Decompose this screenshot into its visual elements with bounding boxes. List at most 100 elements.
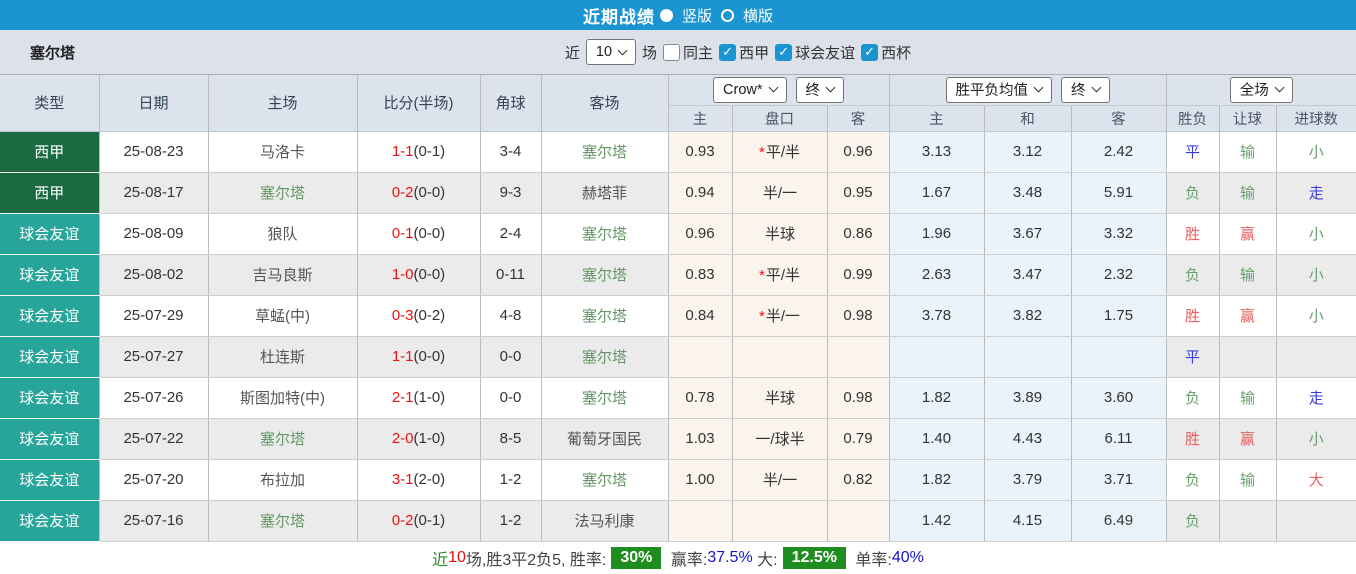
league-type-badge: 球会友谊 <box>0 295 100 337</box>
result-handicap <box>1219 500 1277 542</box>
match-date: 25-07-22 <box>99 418 209 460</box>
filter-checkbox[interactable]: 同主 <box>663 42 713 63</box>
horizontal-layout-radio[interactable] <box>721 8 734 22</box>
home-team: 塞尔塔 <box>208 500 358 542</box>
subheader-avg-draw: 和 <box>984 105 1072 132</box>
result-handicap: 输 <box>1219 254 1277 296</box>
footer-segment: 近 <box>432 552 449 569</box>
corners-value: 0-0 <box>480 336 542 378</box>
avg-stage-select[interactable]: 终 <box>1061 76 1110 103</box>
subheader-avg-away: 客 <box>1071 105 1167 132</box>
handicap-away-odds: 0.96 <box>827 131 890 173</box>
handicap-line: 半/一 <box>732 459 828 501</box>
checkbox-icon[interactable]: ✓ <box>775 43 793 61</box>
subheader-handicap-result: 让球 <box>1219 105 1277 132</box>
fulltime-score: 3-1 <box>391 471 414 488</box>
handicap-away-odds: 0.95 <box>827 172 890 214</box>
filter-checkbox-label: 西杯 <box>881 44 912 62</box>
score-cell: 0-2(0-1) <box>357 500 481 542</box>
fulltime-score: 2-1 <box>391 389 414 406</box>
score-cell: 3-1(2-0) <box>357 459 481 501</box>
odds-stage-select[interactable]: 终 <box>795 76 844 103</box>
league-type-badge: 球会友谊 <box>0 213 100 255</box>
score-cell: 1-1(0-1) <box>357 131 481 173</box>
checkbox-icon[interactable]: ✓ <box>861 43 879 61</box>
col-header-away: 客场 <box>541 75 669 132</box>
result-goals: 小 <box>1276 418 1356 460</box>
match-date: 25-08-09 <box>99 213 209 255</box>
score-cell: 1-1(0-0) <box>357 336 481 378</box>
match-row: 球会友谊 25-07-20 布拉加 3-1(2-0) 1-2 塞尔塔 1.00 … <box>0 459 1356 501</box>
halftime-score: (1-0) <box>413 389 446 406</box>
corners-value: 9-3 <box>480 172 542 214</box>
odds-stage-value: 终 <box>805 83 821 100</box>
check-icon: ✓ <box>864 44 876 59</box>
home-team: 塞尔塔 <box>208 172 358 214</box>
odds-company-select[interactable]: Crow* <box>713 76 787 103</box>
col-header-date: 日期 <box>99 75 209 132</box>
handicap-away-odds: 0.98 <box>827 377 890 419</box>
result-handicap: 输 <box>1219 131 1277 173</box>
vertical-layout-radio[interactable] <box>659 8 673 22</box>
handicap-line: 半/一 <box>732 172 828 214</box>
filter-checkbox[interactable]: ✓ 西杯 <box>861 42 911 63</box>
avg-away-odds: 1.75 <box>1071 295 1167 337</box>
avg-away-odds: 3.32 <box>1071 213 1167 255</box>
result-handicap: 赢 <box>1219 418 1277 460</box>
handicap-line <box>732 336 828 378</box>
result-handicap <box>1219 336 1277 378</box>
score-cell: 2-0(1-0) <box>357 418 481 460</box>
halftime-score: (0-0) <box>413 348 446 365</box>
avg-draw-odds: 3.79 <box>984 459 1072 501</box>
result-outcome: 胜 <box>1166 213 1220 255</box>
home-team: 狼队 <box>208 213 358 255</box>
vertical-layout-label[interactable]: 竖版 <box>681 7 712 25</box>
match-count-value: 10 <box>595 44 613 60</box>
handicap-away-odds: 0.79 <box>827 418 890 460</box>
match-row: 球会友谊 25-07-27 杜连斯 1-1(0-0) 0-0 塞尔塔 平 <box>0 336 1356 378</box>
result-goals <box>1276 500 1356 542</box>
result-goals <box>1276 336 1356 378</box>
match-date: 25-07-20 <box>99 459 209 501</box>
avg-home-odds: 1.82 <box>889 459 985 501</box>
page-title: 近期战绩 <box>582 7 655 27</box>
footer-segment: 30% <box>611 547 662 569</box>
score-cell: 0-1(0-0) <box>357 213 481 255</box>
fulltime-score: 0-1 <box>391 225 414 242</box>
match-date: 25-08-17 <box>99 172 209 214</box>
avg-home-odds: 3.13 <box>889 131 985 173</box>
score-cell: 2-1(1-0) <box>357 377 481 419</box>
fulltime-score: 0-2 <box>391 184 414 201</box>
match-row: 西甲 25-08-17 塞尔塔 0-2(0-0) 9-3 赫塔菲 0.94 半/… <box>0 172 1356 214</box>
home-team: 斯图加特(中) <box>208 377 358 419</box>
scope-select[interactable]: 全场 <box>1229 76 1293 103</box>
result-goals: 走 <box>1276 377 1356 419</box>
subheader-handicap-away: 客 <box>827 105 890 132</box>
filter-checkbox[interactable]: ✓ 西甲 <box>719 42 769 63</box>
corners-value: 8-5 <box>480 418 542 460</box>
avg-away-odds: 2.32 <box>1071 254 1167 296</box>
footer-segment: 赢率: <box>666 552 708 569</box>
away-team: 塞尔塔 <box>541 336 669 378</box>
result-outcome: 平 <box>1166 336 1220 378</box>
handicap-away-odds <box>827 336 890 378</box>
avg-draw-odds: 3.67 <box>984 213 1072 255</box>
footer-segment: 场,胜3平2负5, 胜率: <box>465 552 607 569</box>
footer-segment: 单率: <box>850 552 892 569</box>
scope-select-cell: 全场 <box>1166 75 1356 106</box>
avg-type-select[interactable]: 胜平负均值 <box>945 76 1053 103</box>
match-count-select[interactable]: 10 <box>585 39 637 65</box>
filter-checkbox[interactable]: ✓ 球会友谊 <box>775 42 855 63</box>
home-team: 马洛卡 <box>208 131 358 173</box>
subheader-avg-home: 主 <box>889 105 985 132</box>
fulltime-score: 0-3 <box>391 307 414 324</box>
match-date: 25-07-27 <box>99 336 209 378</box>
checkbox-icon[interactable]: ✓ <box>719 43 737 61</box>
away-team: 塞尔塔 <box>541 213 669 255</box>
checkbox-icon[interactable] <box>663 43 681 61</box>
match-date: 25-07-16 <box>99 500 209 542</box>
horizontal-layout-label[interactable]: 横版 <box>743 7 774 25</box>
home-team: 塞尔塔 <box>208 418 358 460</box>
handicap-away-odds: 0.99 <box>827 254 890 296</box>
footer-segment: 12.5% <box>782 547 846 569</box>
